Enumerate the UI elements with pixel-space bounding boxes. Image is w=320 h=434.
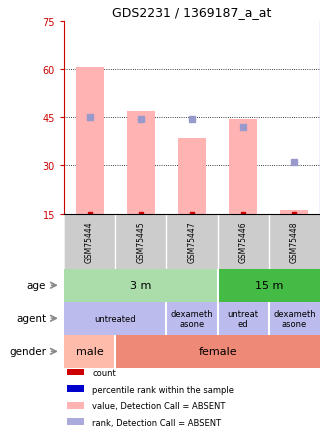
Bar bbox=[67, 385, 84, 392]
Text: rank, Detection Call = ABSENT: rank, Detection Call = ABSENT bbox=[92, 418, 221, 427]
Text: percentile rank within the sample: percentile rank within the sample bbox=[92, 385, 234, 394]
Bar bbox=[127, 112, 155, 214]
Text: 3 m: 3 m bbox=[130, 281, 151, 290]
Text: age: age bbox=[27, 281, 46, 290]
Text: agent: agent bbox=[16, 314, 46, 323]
Text: untreat
ed: untreat ed bbox=[228, 309, 259, 328]
Text: GSM75446: GSM75446 bbox=[239, 221, 248, 263]
Text: dexameth
asone: dexameth asone bbox=[273, 309, 316, 328]
Title: GDS2231 / 1369187_a_at: GDS2231 / 1369187_a_at bbox=[112, 6, 272, 19]
Text: male: male bbox=[76, 347, 103, 356]
Text: GSM75444: GSM75444 bbox=[85, 221, 94, 263]
Text: value, Detection Call = ABSENT: value, Detection Call = ABSENT bbox=[92, 401, 226, 411]
Text: 15 m: 15 m bbox=[255, 281, 283, 290]
Text: GSM75445: GSM75445 bbox=[136, 221, 145, 263]
Bar bbox=[280, 211, 308, 214]
Bar bbox=[67, 402, 84, 408]
Text: count: count bbox=[92, 368, 116, 378]
Bar bbox=[178, 139, 206, 214]
Text: dexameth
asone: dexameth asone bbox=[171, 309, 213, 328]
Text: untreated: untreated bbox=[94, 314, 136, 323]
Bar bbox=[229, 119, 257, 214]
Text: gender: gender bbox=[9, 347, 46, 356]
Bar bbox=[67, 369, 84, 375]
Text: GSM75447: GSM75447 bbox=[188, 221, 196, 263]
Bar bbox=[76, 68, 104, 214]
Text: female: female bbox=[198, 347, 237, 356]
Text: GSM75448: GSM75448 bbox=[290, 221, 299, 262]
Bar bbox=[67, 418, 84, 425]
